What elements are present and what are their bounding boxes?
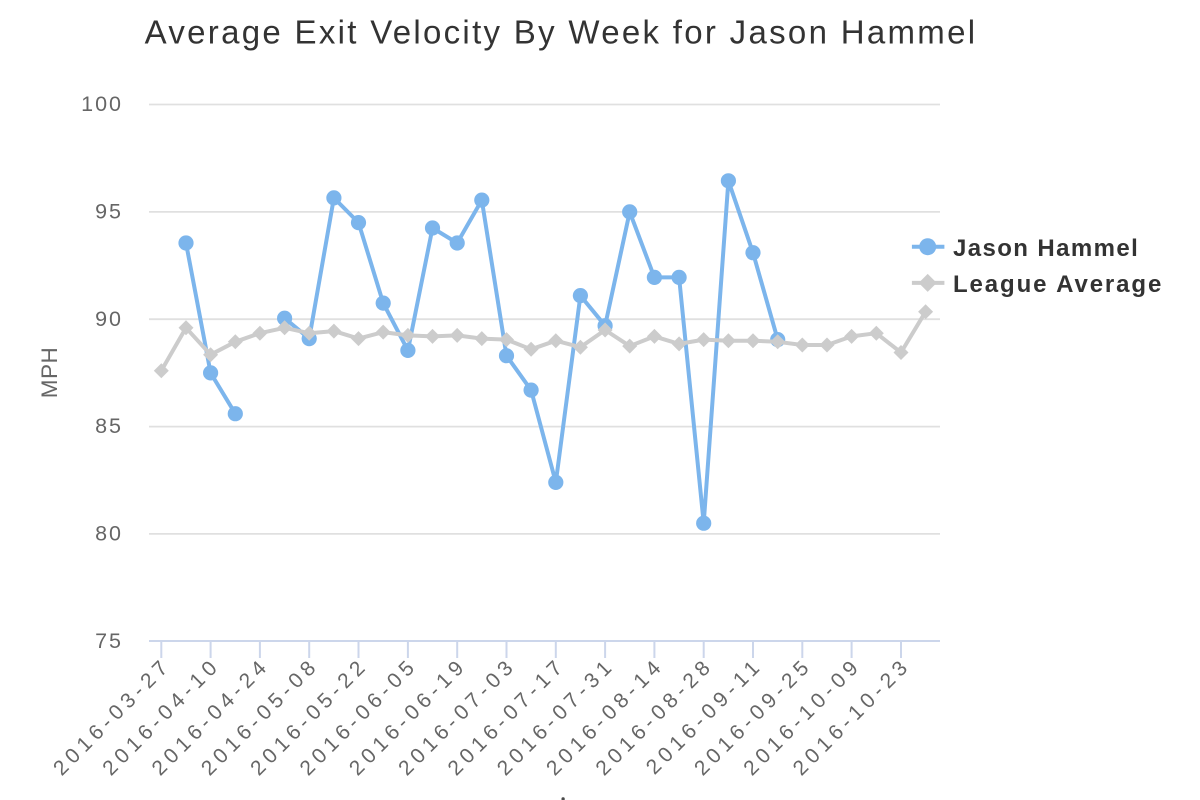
- svg-text:Average Exit Velocity By Week: Average Exit Velocity By Week for Jason …: [145, 14, 978, 51]
- svg-text:85: 85: [95, 414, 123, 438]
- svg-text:MPH: MPH: [37, 347, 62, 399]
- svg-text:80: 80: [95, 521, 123, 545]
- svg-text:Jason Hammel: Jason Hammel: [953, 235, 1139, 262]
- svg-text:75: 75: [95, 629, 123, 653]
- svg-text:League Average: League Average: [953, 271, 1163, 298]
- svg-text:100: 100: [81, 92, 123, 116]
- svg-text:95: 95: [95, 199, 123, 223]
- svg-text:90: 90: [95, 307, 123, 331]
